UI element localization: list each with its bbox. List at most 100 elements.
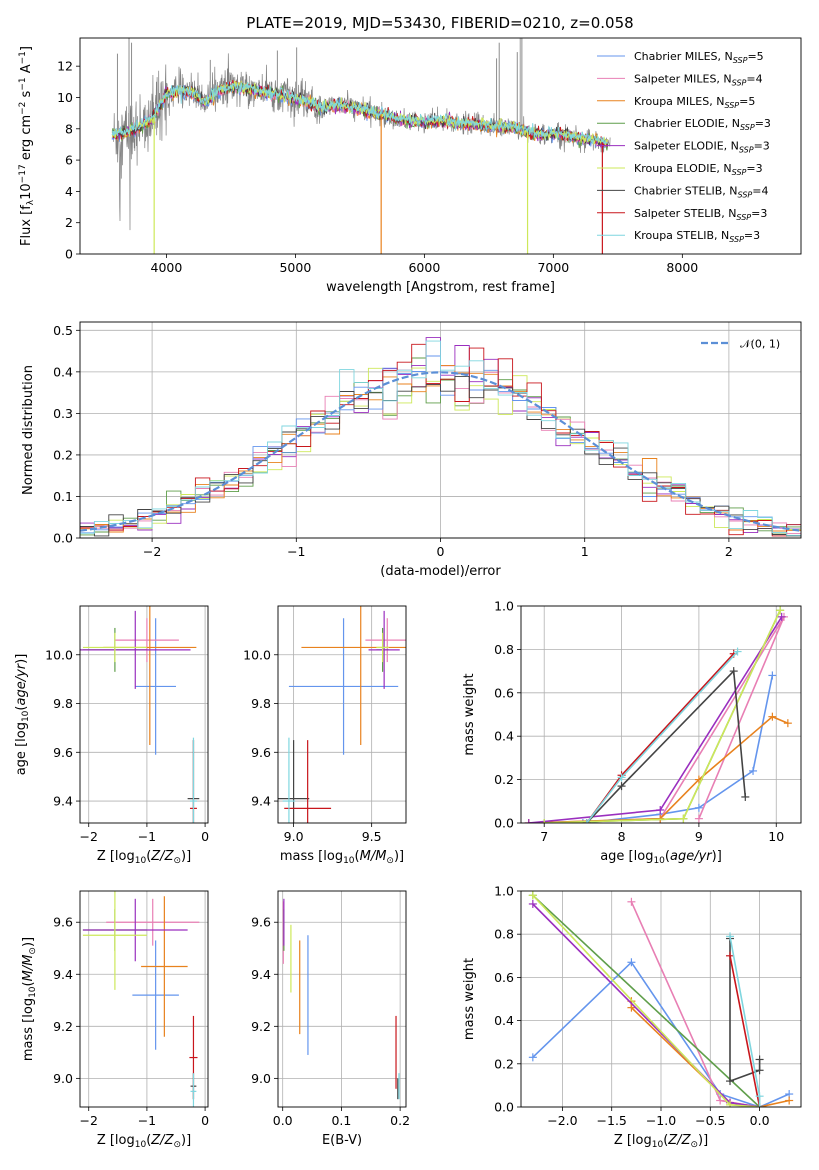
axes-frame bbox=[79, 890, 209, 1108]
age_vs_mass-plot-area bbox=[278, 606, 406, 823]
errorbar-salpeter-miles bbox=[365, 618, 406, 663]
series-kroupa-elodie bbox=[540, 606, 785, 823]
errorbar-kroupa-stelib bbox=[190, 1073, 197, 1107]
y-tick-label: 0.2 bbox=[494, 772, 514, 787]
normal-reference-curve bbox=[80, 371, 801, 532]
legend-entry: Chabrier STELIB, NSSP=4 bbox=[634, 184, 768, 199]
x-tick-label: 9 bbox=[695, 829, 703, 844]
errorbar-kroupa-elodie bbox=[82, 891, 147, 990]
series-chabrier-stelib bbox=[726, 934, 764, 1086]
y-tick-label: 9.0 bbox=[53, 1071, 73, 1086]
legend-entry: Salpeter STELIB, NSSP=3 bbox=[634, 207, 767, 222]
y-tick-label: 4 bbox=[65, 184, 73, 199]
weight_vs_age-plot-area bbox=[524, 606, 792, 823]
figure-title: PLATE=2019, MJD=53430, FIBERID=0210, z=0… bbox=[246, 14, 633, 32]
x-tick-label: −1 bbox=[287, 544, 305, 559]
y-tick-label: 0.0 bbox=[494, 1100, 514, 1115]
x-axis-label: E(B-V) bbox=[322, 1133, 362, 1148]
series-salpeter-miles bbox=[524, 612, 788, 823]
mass_vs_ebv-panel: 0.0 0.1 0.2 9.0 9.2 9.4 9.6 E(B-V) bbox=[251, 890, 410, 1148]
series-salpeter-elodie bbox=[524, 612, 786, 823]
x-tick-label: 0.2 bbox=[390, 1113, 410, 1128]
x-tick-label: 0.0 bbox=[273, 1113, 293, 1128]
y-tick-label: 9.4 bbox=[251, 794, 271, 809]
x-tick-label: −2 bbox=[80, 1113, 98, 1128]
x-tick-label: 4000 bbox=[151, 260, 183, 275]
y-tick-label: 0.8 bbox=[494, 642, 514, 657]
series-kroupa-stelib bbox=[582, 647, 742, 823]
x-tick-label: −2 bbox=[80, 829, 98, 844]
y-tick-label: 0.3 bbox=[53, 406, 73, 421]
histogram-chabrier-miles bbox=[80, 355, 801, 534]
y-tick-label: 0.4 bbox=[53, 364, 73, 379]
y-axis-label: mass weight bbox=[462, 673, 477, 755]
histogram-salpeter-stelib bbox=[80, 343, 801, 537]
errorbar-salpeter-miles bbox=[114, 618, 179, 663]
y-tick-label: 0.1 bbox=[53, 489, 73, 504]
y-tick-label: 9.8 bbox=[53, 696, 73, 711]
x-axis-label: age [log10(age/yr)] bbox=[600, 849, 722, 866]
y-tick-label: 9.4 bbox=[53, 967, 73, 982]
x-tick-label: −2.0 bbox=[547, 1113, 577, 1128]
errorbar-salpeter-miles bbox=[106, 898, 200, 946]
y-tick-label: 0.4 bbox=[494, 729, 514, 744]
x-axis-label: Z [log10(Z/Z⊙)] bbox=[614, 1133, 708, 1150]
x-axis-label: Z [log10(Z/Z⊙)] bbox=[97, 1133, 191, 1150]
x-tick-label: 5000 bbox=[279, 260, 311, 275]
y-tick-label: 9.4 bbox=[251, 967, 271, 982]
x-tick-label: 7 bbox=[540, 829, 548, 844]
series-kroupa-elodie bbox=[528, 891, 764, 1107]
legend-entry: Salpeter ELODIE, NSSP=3 bbox=[634, 140, 770, 155]
axes-frame bbox=[79, 321, 802, 539]
errorbar-chabrier-miles bbox=[132, 940, 179, 1050]
errorbar-salpeter-elodie bbox=[80, 610, 191, 689]
errorbar-kroupa-elodie bbox=[82, 632, 147, 663]
y-tick-label: 8 bbox=[65, 121, 73, 136]
axes-frame bbox=[79, 37, 802, 255]
y-tick-label: 9.6 bbox=[53, 915, 73, 930]
y-tick-label: 10.0 bbox=[243, 647, 271, 662]
legend-entry: Salpeter MILES, NSSP=4 bbox=[634, 72, 763, 87]
x-tick-label: −0.5 bbox=[695, 1113, 725, 1128]
y-tick-label: 0.5 bbox=[53, 323, 73, 338]
errorbar-kroupa-miles bbox=[301, 606, 406, 745]
legend-entry: Kroupa ELODIE, NSSP=3 bbox=[634, 162, 763, 177]
y-tick-label: 0.6 bbox=[494, 685, 514, 700]
observed-spectrum-line bbox=[113, 53, 611, 231]
mass_vs_ebv-plot-area bbox=[282, 898, 400, 1100]
legend-entry: Chabrier ELODIE, NSSP=3 bbox=[634, 117, 771, 132]
y-tick-label: 0.2 bbox=[53, 447, 73, 462]
y-axis-label: mass [log10(M/M⊙)] bbox=[21, 937, 38, 1061]
y-tick-label: 9.4 bbox=[53, 794, 73, 809]
x-axis-label: wavelength [Angstrom, rest frame] bbox=[326, 280, 555, 295]
errorbar-kroupa-elodie bbox=[376, 632, 389, 663]
series-chabrier-elodie bbox=[540, 606, 785, 823]
y-tick-label: 12 bbox=[57, 59, 73, 74]
x-tick-label: −1 bbox=[138, 1113, 156, 1128]
y-tick-label: 9.0 bbox=[251, 1071, 271, 1086]
y-tick-label: 0 bbox=[65, 247, 73, 262]
x-axis-label: Z [log10(Z/Z⊙)] bbox=[97, 849, 191, 866]
axes-frame bbox=[277, 890, 407, 1108]
y-axis-label: mass weight bbox=[462, 958, 477, 1040]
x-axis-label: mass [log10(M/M⊙)] bbox=[280, 849, 404, 866]
y-tick-label: 0.0 bbox=[494, 816, 514, 831]
residuals-panel: −2 −1 0 1 2 0.0 0.1 0.2 0.3 0.4 0.5 (data-model)/er… bbox=[21, 321, 802, 579]
y-tick-label: 0.2 bbox=[494, 1056, 514, 1071]
y-tick-label: 9.6 bbox=[251, 915, 271, 930]
x-tick-label: 9.5 bbox=[362, 829, 382, 844]
x-tick-label: −2 bbox=[143, 544, 161, 559]
y-tick-label: 0.4 bbox=[494, 1013, 514, 1028]
series-chabrier-elodie bbox=[528, 891, 764, 1107]
x-tick-label: 8000 bbox=[666, 260, 698, 275]
x-tick-label: 2 bbox=[725, 544, 733, 559]
axes-frame bbox=[277, 605, 407, 824]
series-kroupa-stelib bbox=[726, 932, 764, 1107]
errorbar-chabrier-miles bbox=[135, 618, 176, 755]
series-chabrier-stelib bbox=[582, 667, 750, 823]
weight_vs_Z-plot-area bbox=[528, 891, 794, 1107]
y-tick-label: 9.8 bbox=[251, 696, 271, 711]
x-tick-label: 6000 bbox=[408, 260, 440, 275]
x-tick-label: 1 bbox=[581, 544, 589, 559]
errorbar-chabrier-miles bbox=[288, 618, 399, 755]
